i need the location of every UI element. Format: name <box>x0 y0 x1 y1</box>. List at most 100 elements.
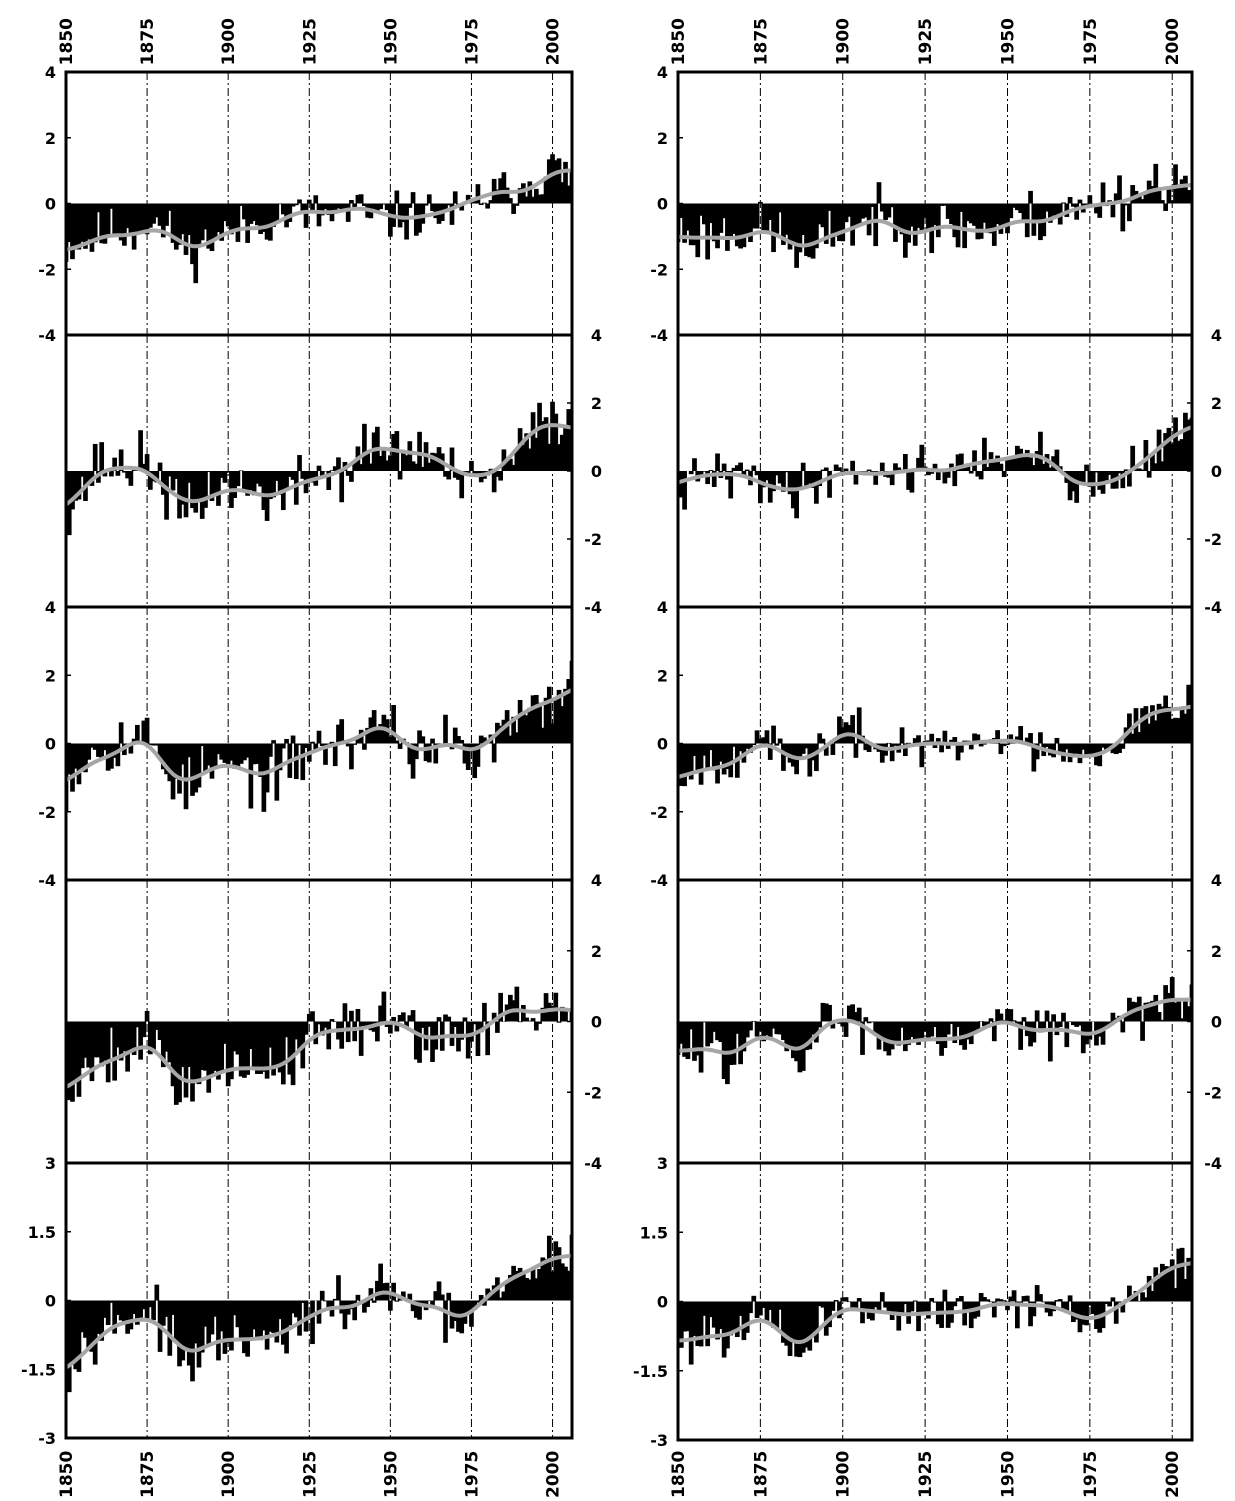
bar <box>728 1021 734 1065</box>
bar <box>206 471 212 472</box>
bars-left-1 <box>66 154 572 284</box>
bar <box>1156 1011 1162 1022</box>
bar <box>767 203 773 220</box>
bar <box>524 196 529 204</box>
bar <box>297 743 302 746</box>
y-tick-label: 0 <box>657 195 668 214</box>
y-tick-label: 4 <box>45 598 56 617</box>
bar <box>92 743 98 750</box>
bar <box>1034 451 1040 471</box>
bar <box>527 1020 533 1022</box>
bar <box>1123 1013 1129 1022</box>
bar <box>511 464 516 471</box>
bar <box>216 1021 221 1080</box>
bar <box>1024 1295 1030 1302</box>
bar <box>345 203 351 222</box>
bar <box>478 1021 484 1033</box>
bar <box>1166 706 1172 744</box>
bar <box>1183 412 1188 471</box>
bar <box>125 1300 130 1334</box>
bar <box>400 451 406 471</box>
bars-left-4 <box>66 986 572 1105</box>
bar <box>781 1301 786 1343</box>
bar <box>748 1301 753 1314</box>
bar <box>154 1021 160 1030</box>
bar <box>177 1300 182 1367</box>
bar <box>764 730 770 744</box>
bar <box>833 739 839 744</box>
bar <box>771 471 776 492</box>
bar <box>827 1301 832 1328</box>
bottom-year-label: 1850 <box>669 1451 689 1498</box>
bar <box>472 743 478 779</box>
bar <box>886 203 892 218</box>
bar <box>482 1300 487 1306</box>
bar <box>1080 1301 1086 1325</box>
bar <box>1100 743 1106 748</box>
bar <box>248 743 254 809</box>
bar <box>817 1301 823 1307</box>
bar <box>255 1021 260 1074</box>
bar <box>478 1295 484 1301</box>
bar <box>850 203 855 246</box>
bar <box>995 1298 1000 1302</box>
bar <box>73 1021 79 1083</box>
bar <box>177 743 182 794</box>
bar <box>1018 448 1024 471</box>
bar <box>856 203 862 224</box>
bar <box>1067 471 1073 501</box>
bar <box>692 1021 697 1061</box>
bar <box>530 196 536 204</box>
bar <box>1107 471 1112 475</box>
bar <box>807 743 813 777</box>
bar <box>319 1021 325 1036</box>
bar <box>929 1297 935 1302</box>
bar <box>76 203 82 250</box>
bar <box>76 471 82 500</box>
bar <box>1150 453 1155 471</box>
bar <box>521 1273 526 1301</box>
bar <box>310 471 315 483</box>
bar <box>115 203 121 237</box>
bar <box>945 471 951 478</box>
bar <box>1021 203 1027 223</box>
bar <box>1047 1021 1053 1062</box>
top-year-label: 1925 <box>300 18 320 65</box>
bar <box>767 1301 773 1310</box>
bar <box>1034 1285 1040 1302</box>
bar <box>718 1021 724 1043</box>
bar <box>1143 194 1149 204</box>
bar <box>1084 1301 1089 1326</box>
panel-left-3: 4 2 0 -2 -4 <box>38 598 574 890</box>
bar <box>517 1267 523 1301</box>
bar <box>147 471 153 490</box>
bar <box>1018 726 1024 744</box>
y-tick-label: 2 <box>657 129 668 148</box>
bar <box>1090 743 1096 756</box>
bar <box>833 464 839 471</box>
bar <box>478 735 484 744</box>
bar <box>235 1300 241 1328</box>
y-tick-label: -2 <box>1204 1083 1222 1102</box>
bar <box>199 743 205 747</box>
bar <box>794 471 799 519</box>
bar <box>287 1021 293 1075</box>
bar <box>688 1301 694 1365</box>
bar <box>329 470 335 471</box>
bar <box>258 1300 263 1341</box>
bar <box>1159 1019 1165 1022</box>
bar <box>1011 457 1017 471</box>
bar <box>540 727 546 744</box>
bar <box>183 1300 189 1348</box>
bar <box>443 1014 448 1022</box>
y-tick-label: 4 <box>657 63 668 82</box>
bar <box>972 450 977 471</box>
bar <box>556 1247 562 1301</box>
bar <box>404 1021 409 1029</box>
bar <box>965 1301 971 1313</box>
bar <box>1173 164 1178 204</box>
bar <box>199 471 205 519</box>
bar <box>413 203 419 236</box>
bar <box>326 1300 332 1310</box>
bar <box>232 203 238 231</box>
